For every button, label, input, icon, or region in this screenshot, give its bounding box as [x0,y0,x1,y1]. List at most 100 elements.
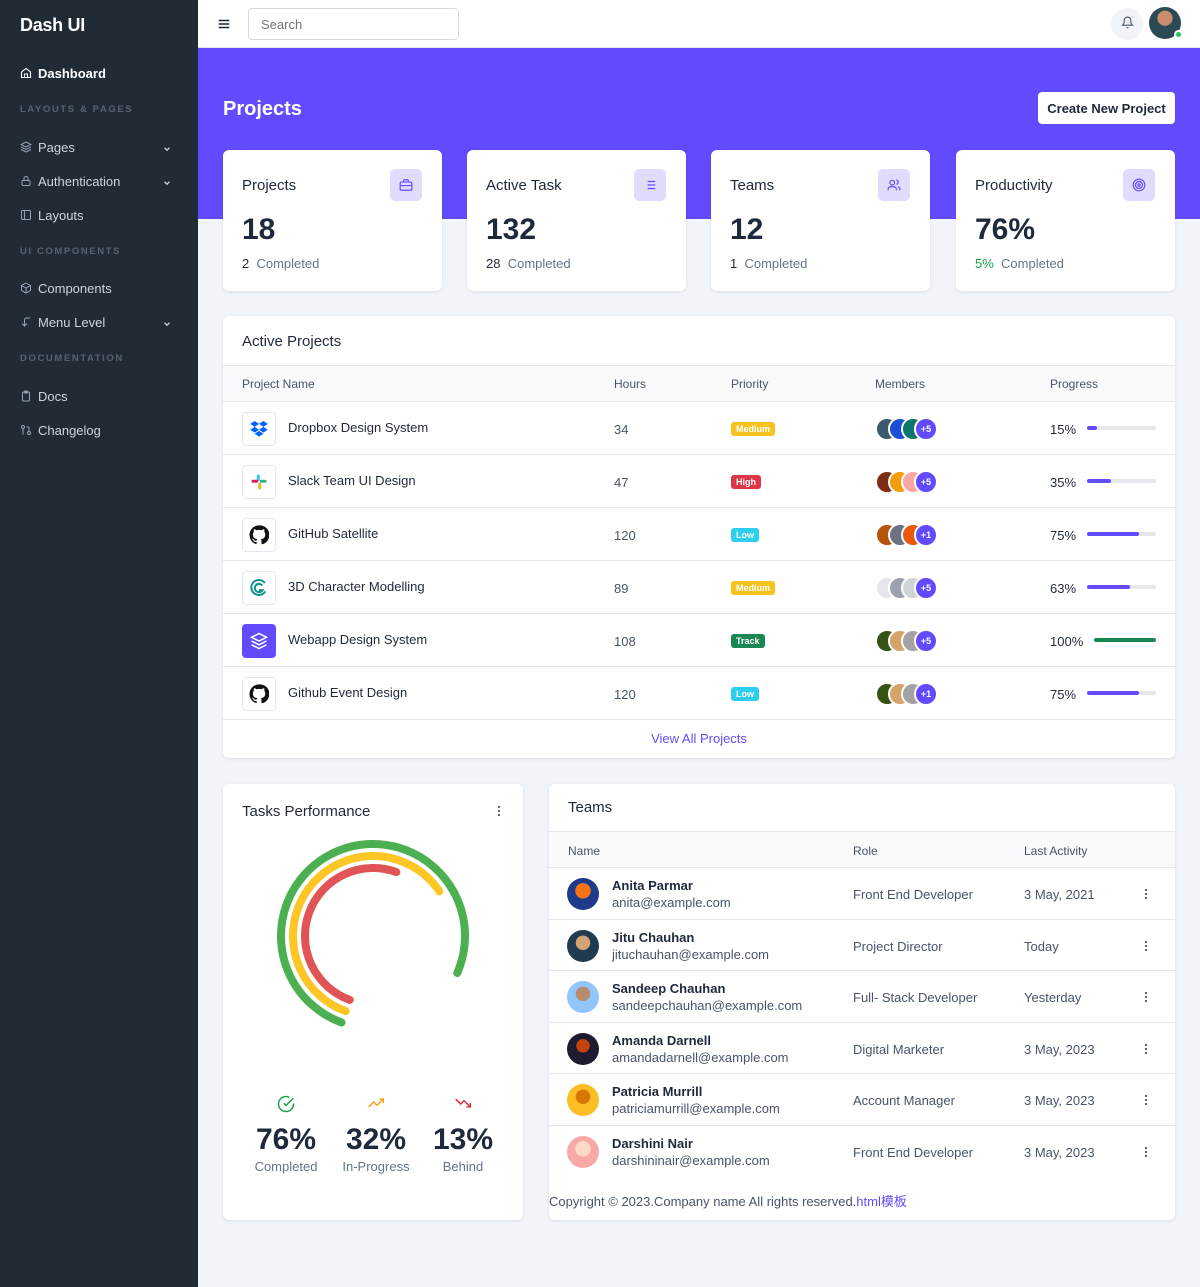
progress-bar-fill [1094,638,1156,642]
stat-card-productivity: Productivity 76% 5% Completed [956,150,1175,291]
member-email: jituchauhan@example.com [612,946,770,962]
chevron-down-icon [162,142,172,157]
table-row[interactable]: Sandeep Chauhan sandeepchauhan@example.c… [549,971,1175,1023]
progress-bar [1094,638,1156,642]
topbar [198,0,1200,48]
footer-link[interactable]: html模板 [856,1194,907,1209]
more-members-badge[interactable]: +1 [914,682,938,706]
teams-card: Teams Name Role Last Activity Anita Parm… [549,784,1175,1220]
column-header: Last Activity [1024,844,1088,858]
stat-subtext: 1 Completed [730,256,807,271]
table-row[interactable]: Webapp Design System 108 Track +5 100% [223,614,1175,667]
stat-label: Behind [442,1159,484,1174]
member-last-activity: Today [1024,938,1059,954]
online-status-dot [1174,30,1183,39]
layers-logo-icon [242,624,276,658]
table-row[interactable]: Github Event Design 120 Low +1 75% [223,667,1175,720]
sidebar-item-menu-level[interactable]: Menu Level [0,310,198,334]
project-name[interactable]: Github Event Design [288,685,408,700]
more-vertical-icon[interactable] [1139,939,1153,953]
project-name[interactable]: Slack Team UI Design [288,473,416,488]
more-vertical-icon[interactable] [1139,1042,1153,1056]
search-input[interactable] [248,8,459,40]
more-vertical-icon[interactable] [1139,887,1153,901]
table-row[interactable]: Slack Team UI Design 47 High +5 35% [223,455,1175,508]
sidebar-item-label: Changelog [38,422,101,438]
progress-percent: 100% [1050,634,1084,649]
project-hours: 89 [614,581,629,596]
page-title: Projects [223,98,302,120]
more-vertical-icon[interactable] [1139,1093,1153,1107]
progress-bar-fill [1087,479,1112,483]
sidebar-item-components[interactable]: Components [0,276,198,300]
stat-card-active-task: Active Task 132 28 Completed [467,150,686,291]
table-row[interactable]: Jitu Chauhan jituchauhan@example.com Pro… [549,920,1175,971]
column-header: Progress [1050,377,1099,391]
trending-down-icon [453,1095,473,1113]
project-hours: 47 [614,475,629,490]
stat-value: 13% [432,1123,494,1156]
active-projects-card: Active Projects Project Name Hours Prior… [223,316,1175,758]
more-members-badge[interactable]: +1 [914,523,938,547]
stat-sub-number: 5% [975,256,994,271]
sidebar-item-authentication[interactable]: Authentication [0,169,198,193]
stat-value: 12 [730,213,764,246]
completed-stat: 76% Completed [246,1095,326,1174]
table-row[interactable]: Darshini Nair darshininair@example.com F… [549,1126,1175,1178]
stat-title: Active Task [486,177,562,194]
member-role: Front End Developer [853,1144,973,1160]
project-hours: 108 [614,634,636,649]
member-name: Amanda Darnell [612,1032,711,1048]
table-row[interactable]: Amanda Darnell amandadarnell@example.com… [549,1023,1175,1074]
member-role: Digital Marketer [853,1041,945,1057]
clipboard-icon [20,390,32,402]
sidebar-section-heading: DOCUMENTATION [20,353,124,364]
more-members-badge[interactable]: +5 [914,470,938,494]
card-title: Teams [568,799,613,816]
project-hours: 34 [614,422,629,437]
project-name[interactable]: Webapp Design System [288,632,428,647]
table-row[interactable]: 3D Character Modelling 89 Medium +5 63% [223,561,1175,614]
sidebar-item-dashboard[interactable]: Dashboard [0,61,198,85]
progress-percent: 63% [1050,581,1077,596]
menu-icon[interactable] [217,17,231,31]
sidebar-item-label: Docs [38,388,68,404]
table-row[interactable]: Patricia Murrill patriciamurrill@example… [549,1074,1175,1126]
more-members-badge[interactable]: +5 [914,629,938,653]
view-all-projects-link[interactable]: View All Projects [651,731,747,746]
table-row[interactable]: Dropbox Design System 34 Medium +5 15% [223,402,1175,455]
notifications-button[interactable] [1111,8,1143,40]
table-row[interactable]: Anita Parmar anita@example.com Front End… [549,868,1175,920]
more-members-badge[interactable]: +5 [914,576,938,600]
brand-logo[interactable]: Dash UI [20,14,85,35]
project-name[interactable]: Dropbox Design System [288,420,429,435]
sidebar-item-layouts[interactable]: Layouts [0,203,198,227]
more-vertical-icon[interactable] [1139,990,1153,1004]
member-email: darshininair@example.com [612,1152,770,1168]
project-hours: 120 [614,528,636,543]
member-email: sandeepchauhan@example.com [612,998,803,1013]
sidebar-item-pages[interactable]: Pages [0,135,198,159]
member-last-activity: Yesterday [1024,990,1082,1005]
more-members-badge[interactable]: +5 [914,417,938,441]
stat-title: Productivity [975,177,1053,194]
more-vertical-icon[interactable] [492,804,506,818]
stat-label: In-Progress [342,1159,410,1174]
sidebar-item-label: Dashboard [38,65,106,81]
project-name[interactable]: GitHub Satellite [288,526,379,541]
sidebar-item-docs[interactable]: Docs [0,384,198,408]
stat-sub-label: Completed [256,256,320,271]
table-row[interactable]: GitHub Satellite 120 Low +1 75% [223,508,1175,561]
sidebar-item-changelog[interactable]: Changelog [0,418,198,442]
member-last-activity: 3 May, 2021 [1024,887,1095,902]
avatar [567,929,599,962]
project-name[interactable]: 3D Character Modelling [288,579,425,594]
create-new-project-button[interactable]: Create New Project [1038,92,1175,124]
tasks-radial-chart [277,840,469,1032]
more-vertical-icon[interactable] [1139,1145,1153,1159]
progress-bar [1087,479,1156,483]
priority-badge: Medium [731,581,776,595]
in-progress-arc [289,852,457,1020]
priority-badge: Track [731,634,765,648]
member-name: Anita Parmar [612,878,693,893]
